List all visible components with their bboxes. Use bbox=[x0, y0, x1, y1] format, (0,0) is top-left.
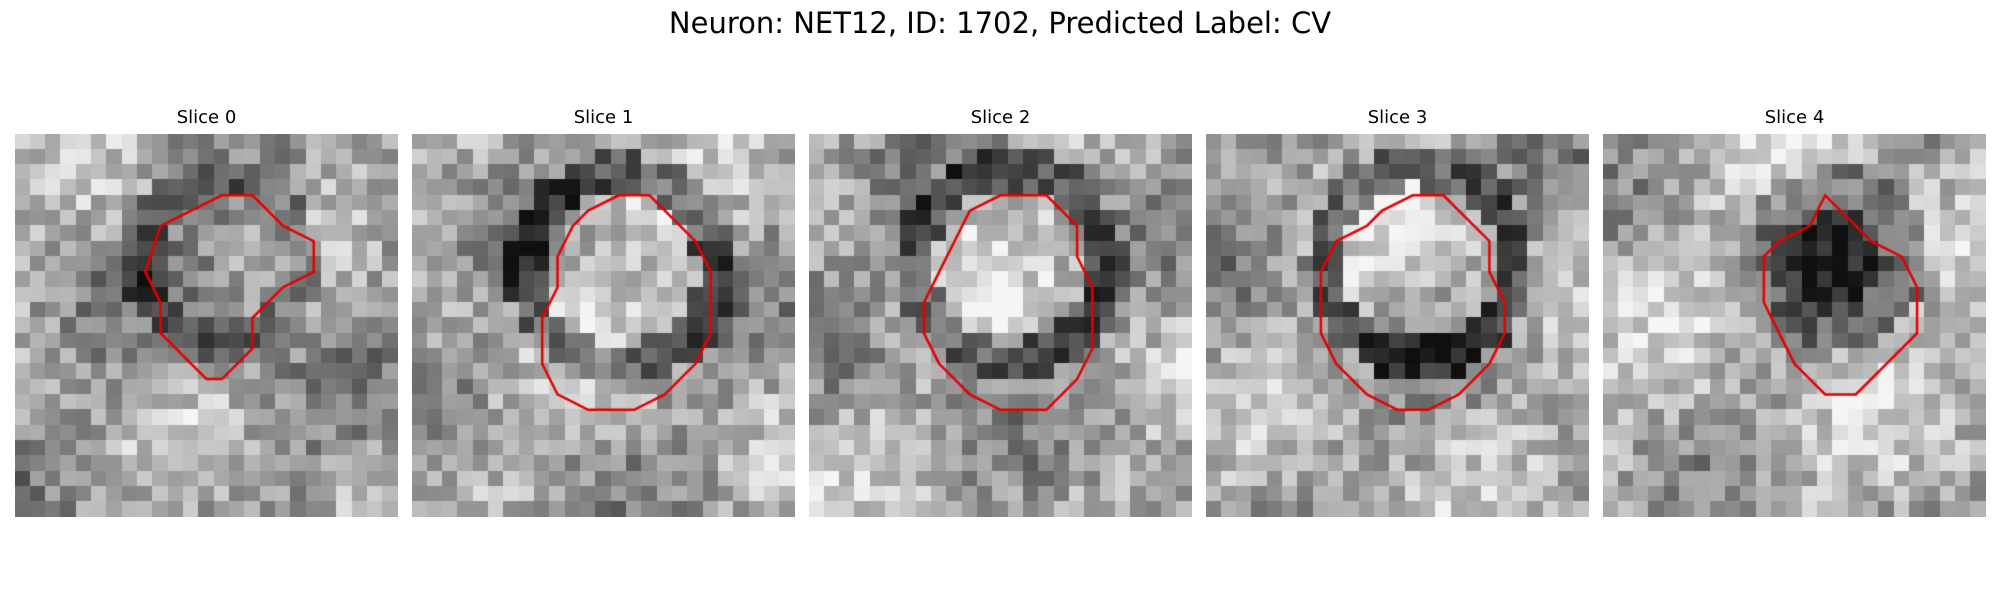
slice-image-4 bbox=[1603, 134, 1986, 517]
slice-image-3 bbox=[1206, 134, 1589, 517]
slice-title-1: Slice 1 bbox=[573, 107, 634, 128]
slice-title-2: Slice 2 bbox=[970, 107, 1031, 128]
slice-title-0: Slice 0 bbox=[176, 107, 237, 128]
slice-title-3: Slice 3 bbox=[1367, 107, 1428, 128]
slice-image-2 bbox=[809, 134, 1192, 517]
slice-image-0 bbox=[15, 134, 398, 517]
slice-image-1 bbox=[412, 134, 795, 517]
figure-title: Neuron: NET12, ID: 1702, Predicted Label… bbox=[668, 6, 1332, 40]
slice-title-4: Slice 4 bbox=[1764, 107, 1825, 128]
